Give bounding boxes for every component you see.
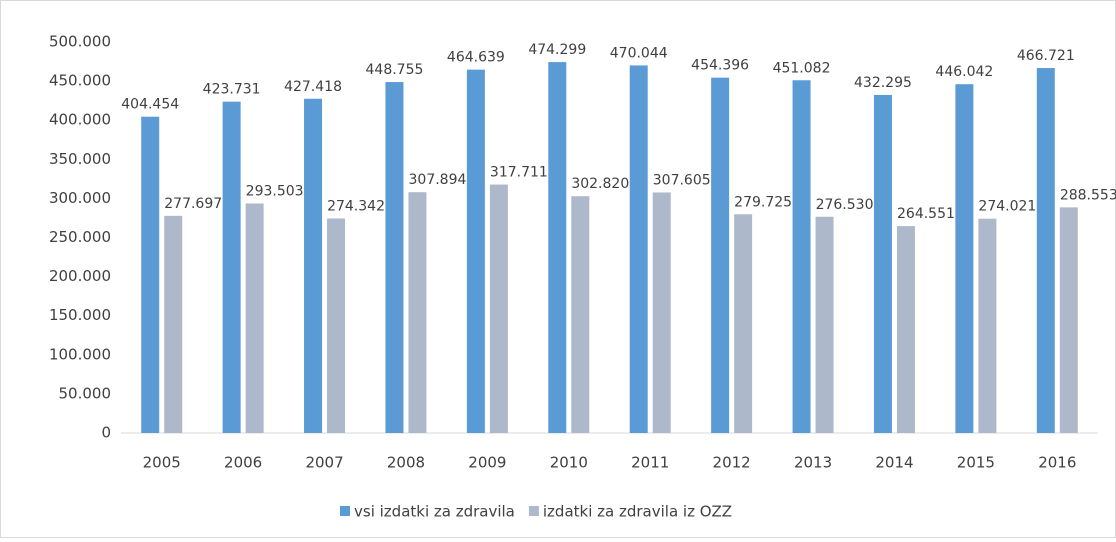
y-tick-label: 300.000: [49, 189, 111, 207]
bar: [652, 192, 671, 433]
data-label: 464.639: [447, 50, 505, 66]
data-label: 274.342: [327, 198, 385, 214]
data-label: 466.721: [1017, 48, 1075, 64]
bar: [466, 69, 485, 433]
x-tick-label: 2014: [875, 454, 913, 472]
data-label: 423.731: [203, 82, 261, 98]
data-label: 279.725: [734, 194, 792, 210]
bar: [815, 216, 834, 433]
bar: [327, 218, 346, 433]
x-tick-label: 2013: [794, 454, 832, 472]
x-tick-label: 2016: [1038, 454, 1076, 472]
legend-swatch: [528, 506, 539, 516]
bar: [629, 65, 648, 433]
data-label: 276.530: [816, 197, 874, 213]
x-tick-label: 2005: [143, 454, 181, 472]
bar: [734, 214, 753, 433]
legend-label: vsi izdatki za zdravila: [354, 503, 515, 521]
data-label: 432.295: [854, 75, 912, 91]
data-label: 264.551: [897, 206, 955, 222]
bar: [304, 98, 323, 433]
data-label: 451.082: [773, 60, 831, 76]
y-tick-label: 200.000: [49, 267, 111, 285]
bar: [571, 196, 590, 433]
data-label: 307.894: [409, 172, 467, 188]
bar: [1036, 68, 1055, 434]
x-tick-label: 2007: [305, 454, 343, 472]
data-label: 307.605: [653, 172, 711, 188]
y-tick-label: 0: [101, 424, 111, 442]
data-label: 474.299: [528, 42, 586, 58]
x-tick-label: 2009: [468, 454, 506, 472]
legend-swatch: [340, 506, 350, 516]
x-tick-label: 2006: [224, 454, 262, 472]
y-tick-label: 150.000: [49, 306, 111, 324]
x-tick-label: 2015: [957, 454, 995, 472]
bar: [896, 226, 915, 433]
x-tick-label: 2011: [631, 454, 669, 472]
bar: [164, 215, 183, 433]
bar: [141, 116, 160, 433]
bar: [978, 218, 997, 433]
y-tick-label: 250.000: [49, 228, 111, 246]
data-label: 470.044: [610, 45, 668, 61]
y-tick-label: 450.000: [49, 72, 111, 90]
bar: [873, 94, 892, 433]
bar: [548, 62, 567, 434]
bar: [222, 101, 241, 433]
data-label: 317.711: [490, 165, 548, 181]
data-label: 454.396: [691, 58, 749, 74]
y-tick-label: 500.000: [49, 33, 111, 51]
x-tick-label: 2012: [713, 454, 751, 472]
x-tick-label: 2008: [387, 454, 425, 472]
y-tick-label: 400.000: [49, 111, 111, 129]
y-tick-label: 350.000: [49, 150, 111, 168]
bar: [385, 82, 404, 433]
data-label: 448.755: [366, 62, 424, 78]
legend-label: izdatki za zdravila iz OZZ: [543, 503, 732, 521]
data-label: 277.697: [164, 196, 222, 212]
data-label: 302.820: [571, 176, 629, 192]
bar: [489, 184, 508, 433]
data-label: 427.418: [284, 79, 342, 95]
bar: [245, 203, 264, 433]
data-label: 288.553: [1060, 187, 1116, 203]
y-tick-label: 50.000: [59, 384, 112, 402]
y-tick-label: 100.000: [49, 345, 111, 363]
data-label: 446.042: [935, 64, 993, 80]
bar: [792, 80, 811, 433]
data-label: 404.454: [121, 97, 179, 113]
bar: [1059, 207, 1078, 433]
bar: [955, 84, 974, 433]
bar: [711, 77, 730, 434]
data-label: 293.503: [246, 183, 304, 199]
bar: [408, 192, 427, 433]
data-label: 274.021: [978, 199, 1036, 215]
x-tick-label: 2010: [550, 454, 588, 472]
